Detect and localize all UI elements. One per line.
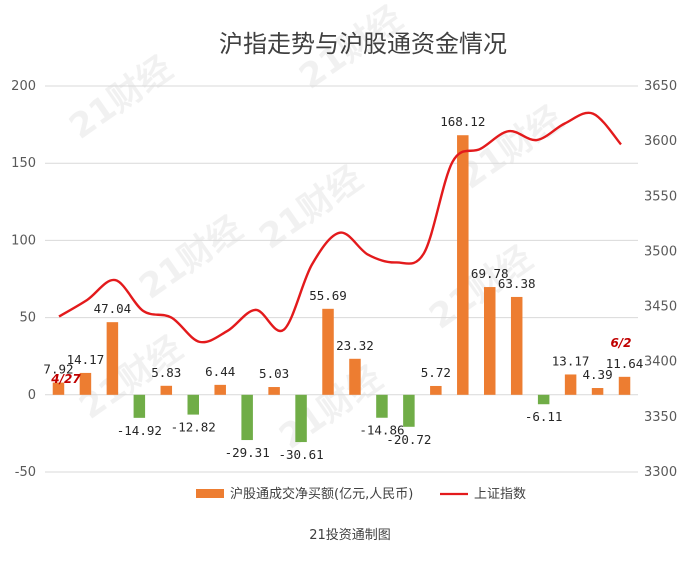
y-axis-left: -50 0 50 100 150 200 xyxy=(11,79,36,480)
data-label: 5.72 xyxy=(421,365,451,380)
data-label: -20.72 xyxy=(386,432,431,447)
bar-5/28 xyxy=(591,388,604,395)
y-right-tick-label: 3350 xyxy=(644,410,677,425)
bar-4/27 xyxy=(52,382,65,395)
bar-5/22 xyxy=(484,287,496,395)
chart-title: 沪指走势与沪股通资金情况 xyxy=(219,30,507,58)
y-right-tick-label: 3650 xyxy=(644,79,677,94)
start-date-label: 4/27 xyxy=(50,372,81,386)
bar-5/25 xyxy=(510,296,523,395)
y-left-tick-label: 50 xyxy=(19,311,36,326)
data-label: 5.83 xyxy=(151,365,181,380)
bar-5/21 xyxy=(457,135,469,395)
bar-series xyxy=(52,135,631,443)
bar-5/27 xyxy=(564,374,577,395)
data-label: -14.86 xyxy=(359,423,404,438)
data-label: 63.38 xyxy=(498,276,536,291)
data-label: -30.61 xyxy=(278,447,323,462)
y-left-tick-label: 200 xyxy=(11,79,36,94)
data-label: 47.04 xyxy=(94,301,132,316)
bar-5/29 xyxy=(618,376,631,395)
data-label: 4.39 xyxy=(583,367,613,382)
data-label: 7.92 xyxy=(43,362,73,377)
y-right-tick-label: 3400 xyxy=(644,355,677,370)
data-label: -29.31 xyxy=(225,445,270,460)
data-label: 23.32 xyxy=(336,338,374,353)
bar-5/12 xyxy=(268,387,280,395)
y-right-tick-label: 3550 xyxy=(644,189,677,204)
watermark-1: 21财经 xyxy=(62,48,179,147)
source-caption: 21投资通制图 xyxy=(309,527,391,543)
y-right-tick-label: 3600 xyxy=(644,134,677,149)
y-right-tick-label: 3500 xyxy=(644,244,677,259)
y-left-tick-label: 100 xyxy=(11,233,36,248)
bar-5/14 xyxy=(322,308,334,395)
bar-5/8 xyxy=(214,384,226,395)
watermark-3: 21财经 xyxy=(132,208,249,307)
legend-swatch-bar xyxy=(196,489,224,498)
bar-5/13 xyxy=(295,394,307,443)
y-right-tick-label: 3450 xyxy=(644,300,677,315)
legend-label-bar: 沪股通成交净买额(亿元,人民币) xyxy=(230,486,413,502)
legend: 沪股通成交净买额(亿元,人民币) 上证指数 xyxy=(196,486,526,502)
bar-5/26 xyxy=(537,394,550,405)
data-label: 6.44 xyxy=(205,364,235,379)
data-label: 69.78 xyxy=(471,266,509,281)
bar-5/15 xyxy=(349,358,361,395)
data-label: -14.92 xyxy=(117,423,162,438)
line-shanghai-index xyxy=(58,111,622,344)
bar-5/18 xyxy=(376,394,388,418)
y-right-tick-label: 3300 xyxy=(644,465,677,480)
y-left-tick-label: 0 xyxy=(28,388,36,403)
data-label: 11.64 xyxy=(606,356,644,371)
line-series xyxy=(58,111,622,344)
y-axis-right: 3300 3350 3400 3450 3500 3550 3600 3650 xyxy=(644,79,677,480)
data-label: 5.03 xyxy=(259,366,289,381)
watermark-2: 21财经 xyxy=(252,158,369,257)
bar-5/7 xyxy=(187,394,199,415)
y-left-tick-label: -50 xyxy=(15,465,36,480)
bar-4/29 xyxy=(106,322,119,395)
data-label: 13.17 xyxy=(552,353,590,368)
gridlines xyxy=(45,85,638,473)
data-label: 55.69 xyxy=(309,288,347,303)
bar-5/11 xyxy=(241,394,253,441)
bar-4/30 xyxy=(133,394,146,418)
data-label: -12.82 xyxy=(171,420,216,435)
end-date-label: 6/2 xyxy=(610,336,631,350)
data-label: 14.17 xyxy=(67,352,105,367)
bar-4/28 xyxy=(79,372,92,395)
y-left-tick-label: 150 xyxy=(11,156,36,171)
bar-5/19 xyxy=(403,394,415,427)
legend-label-line: 上证指数 xyxy=(474,487,526,502)
data-label: 168.12 xyxy=(440,114,485,129)
bar-5/20 xyxy=(430,385,442,395)
data-label: -6.11 xyxy=(525,409,563,424)
bar-5/6 xyxy=(160,385,173,395)
